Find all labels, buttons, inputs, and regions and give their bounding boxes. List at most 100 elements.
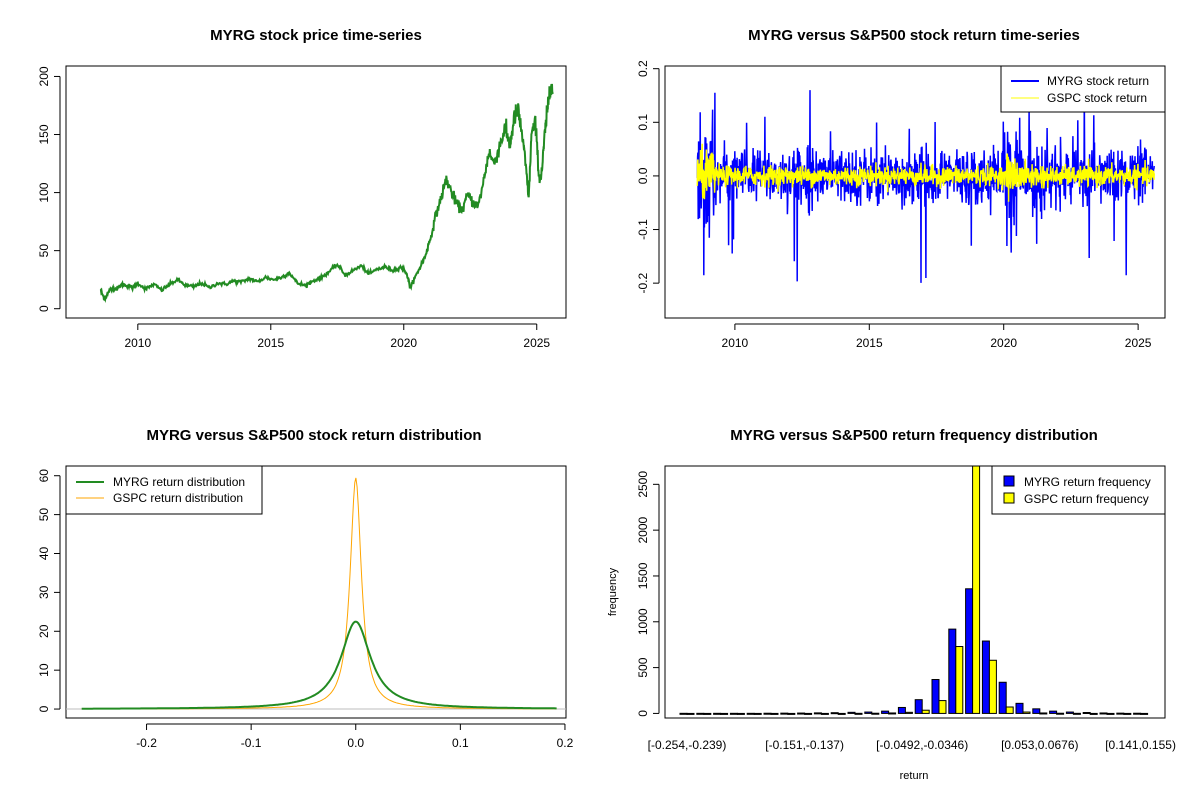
y-tick-label: -0.2 — [636, 272, 650, 293]
gspc-frequency-bar — [753, 712, 762, 715]
legend-swatch-gspc-frequency — [1003, 492, 1015, 504]
x-tick-label: 0.1 — [452, 736, 469, 750]
myrg-frequency-bar — [1082, 712, 1091, 715]
gspc-frequency-bar — [804, 712, 813, 715]
gspc-frequency-bar — [955, 646, 964, 714]
y-tick-label: 0 — [636, 710, 650, 717]
gspc-frequency-bar — [1089, 712, 1098, 715]
y-tick-label: 100 — [37, 182, 51, 202]
legend-label-myrg-frequency: MYRG return frequency — [1024, 475, 1151, 489]
gspc-frequency-bar — [1123, 712, 1132, 715]
y-tick-label: 50 — [37, 508, 51, 522]
frequency-x-axis-label: return — [900, 770, 929, 782]
y-tick-label: 1000 — [636, 608, 650, 635]
legend-label-gspc-frequency: GSPC return frequency — [1024, 492, 1149, 506]
x-tick-label: 0.0 — [347, 736, 364, 750]
gspc-frequency-bar — [854, 712, 863, 715]
y-tick-label: -0.1 — [636, 219, 650, 240]
frequency-y-axis-label: frequency — [607, 567, 619, 616]
legend-label-gspc-return: GSPC stock return — [1047, 91, 1147, 105]
distribution-plot-frame — [65, 465, 567, 719]
legend-label-myrg-return: MYRG stock return — [1047, 74, 1149, 88]
x-category-label: [-0.151,-0.137) — [765, 738, 844, 752]
myrg-frequency-bar — [981, 640, 990, 714]
gspc-frequency-bar — [1005, 706, 1014, 714]
y-tick-label: 0 — [37, 305, 51, 312]
y-tick-label: 200 — [37, 66, 51, 86]
myrg-frequency-bar — [881, 710, 890, 714]
gspc-frequency-bar — [720, 712, 729, 715]
price-series-line — [99, 83, 554, 304]
y-tick-label: 2000 — [636, 516, 650, 543]
myrg-frequency-bar — [897, 706, 906, 714]
legend-box — [65, 465, 263, 515]
y-tick-label: 150 — [37, 124, 51, 144]
x-category-label: [0.141,0.155) — [1105, 738, 1176, 752]
myrg-frequency-bar — [729, 712, 738, 715]
y-tick-label: 10 — [37, 663, 51, 677]
myrg-frequency-bar — [931, 679, 940, 714]
myrg-frequency-bar — [914, 699, 923, 714]
myrg-frequency-bar — [780, 712, 789, 715]
myrg-frequency-bar — [830, 712, 839, 715]
x-category-label: [0.053,0.0676) — [1001, 738, 1078, 752]
return-distribution-legend: MYRG return distribution GSPC return dis… — [65, 465, 263, 515]
y-tick-label: 50 — [37, 244, 51, 258]
y-tick-label: 2500 — [636, 471, 650, 498]
y-tick-label: 0.2 — [636, 60, 650, 77]
x-tick-label: 2010 — [722, 336, 749, 350]
legend-label-myrg-density: MYRG return distribution — [113, 475, 245, 489]
legend-box — [1000, 65, 1166, 113]
gspc-return-series-line — [696, 143, 1155, 202]
gspc-frequency-bar — [871, 712, 880, 715]
myrg-density-curve — [81, 620, 557, 710]
myrg-frequency-bar — [813, 712, 822, 715]
price-plot-frame — [65, 65, 567, 319]
myrg-frequency-bar — [998, 681, 1007, 714]
x-category-label: [-0.0492,-0.0346) — [876, 738, 968, 752]
myrg-return-series-line — [696, 90, 1155, 283]
y-tick-label: 0.0 — [636, 167, 650, 184]
x-tick-label: 2015 — [856, 336, 883, 350]
y-tick-label: 40 — [37, 547, 51, 561]
myrg-frequency-bar — [948, 628, 957, 714]
gspc-frequency-bar — [703, 712, 712, 715]
legend-label-gspc-density: GSPC return distribution — [113, 491, 243, 505]
y-tick-label: 30 — [37, 585, 51, 599]
y-tick-label: 500 — [636, 657, 650, 677]
x-tick-label: 2010 — [124, 336, 151, 350]
return-timeseries-title: MYRG versus S&P500 stock return time-ser… — [748, 27, 1080, 44]
return-distribution-panel: MYRG versus S&P500 stock return distribu… — [37, 427, 574, 750]
gspc-frequency-bar — [988, 659, 997, 714]
gspc-frequency-bar — [1056, 712, 1065, 715]
return-distribution-title: MYRG versus S&P500 stock return distribu… — [146, 427, 481, 444]
gspc-frequency-bar — [770, 712, 779, 715]
myrg-frequency-bar — [864, 711, 873, 714]
myrg-frequency-bar — [1032, 708, 1041, 714]
y-tick-label: 0 — [37, 705, 51, 712]
return-frequency-panel: MYRG versus S&P500 return frequency dist… — [607, 427, 1176, 782]
myrg-frequency-bar — [1116, 712, 1125, 715]
gspc-frequency-bar — [888, 712, 897, 715]
gspc-frequency-bar — [736, 712, 745, 715]
myrg-frequency-bar — [713, 712, 722, 715]
x-tick-label: 2015 — [257, 336, 284, 350]
legend-swatch-myrg-frequency — [1003, 475, 1015, 487]
y-tick-label: 0.1 — [636, 114, 650, 131]
gspc-frequency-bar — [837, 712, 846, 715]
price-chart-panel: MYRG stock price time-series 2010 2015 202… — [37, 27, 567, 350]
gspc-frequency-bar — [921, 709, 930, 714]
gspc-frequency-bar — [972, 465, 981, 714]
gspc-frequency-bar — [938, 700, 947, 714]
myrg-frequency-bar — [1049, 710, 1058, 714]
gspc-frequency-bar — [1072, 712, 1081, 715]
x-tick-label: -0.1 — [241, 736, 262, 750]
myrg-frequency-bar — [1133, 712, 1142, 715]
frequency-plot-frame — [664, 465, 1166, 719]
y-tick-label: 20 — [37, 624, 51, 638]
x-tick-label: 2020 — [390, 336, 417, 350]
myrg-frequency-bar — [746, 712, 755, 715]
myrg-frequency-bar — [1015, 702, 1024, 714]
x-tick-label: 2025 — [523, 336, 550, 350]
